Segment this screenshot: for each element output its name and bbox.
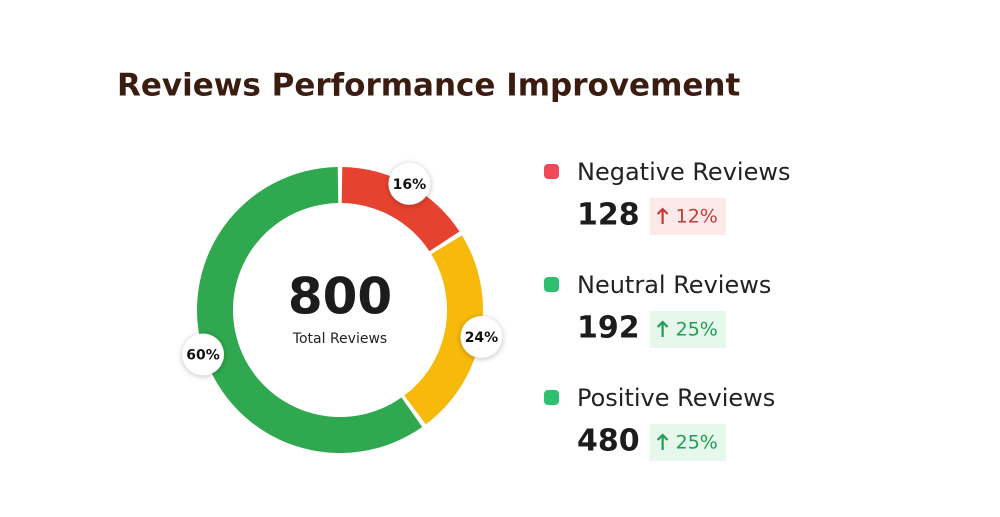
- change-value: 25%: [676, 319, 718, 341]
- legend-label: Negative Reviews: [577, 158, 790, 186]
- slice-label: 16%: [393, 177, 427, 193]
- donut-slice: [197, 167, 423, 453]
- review-count: 192: [577, 311, 640, 346]
- up-arrow: [656, 433, 669, 450]
- total-label: Total Reviews: [292, 331, 387, 347]
- review-count: 480: [577, 424, 640, 459]
- slice-label-badge: [460, 315, 503, 358]
- donut-slice: [341, 167, 460, 252]
- legend-label: Neutral Reviews: [577, 271, 771, 299]
- chart-title: Reviews Performance Improvement: [117, 68, 740, 104]
- total-value: 800: [288, 268, 392, 326]
- slice-label: 60%: [186, 347, 220, 363]
- up-arrow: [656, 207, 669, 224]
- up-arrow: [656, 320, 669, 337]
- legend-marker: [544, 164, 559, 179]
- slice-label: 24%: [465, 330, 499, 346]
- donut-slice: [404, 235, 484, 425]
- review-count: 128: [577, 198, 640, 233]
- slice-label-badge: [388, 162, 431, 205]
- change-value: 25%: [676, 432, 718, 454]
- legend-marker: [544, 277, 559, 292]
- legend-marker: [544, 390, 559, 405]
- change-value: 12%: [676, 206, 718, 228]
- legend-label: Positive Reviews: [577, 384, 775, 412]
- slice-label-badge: [182, 333, 225, 376]
